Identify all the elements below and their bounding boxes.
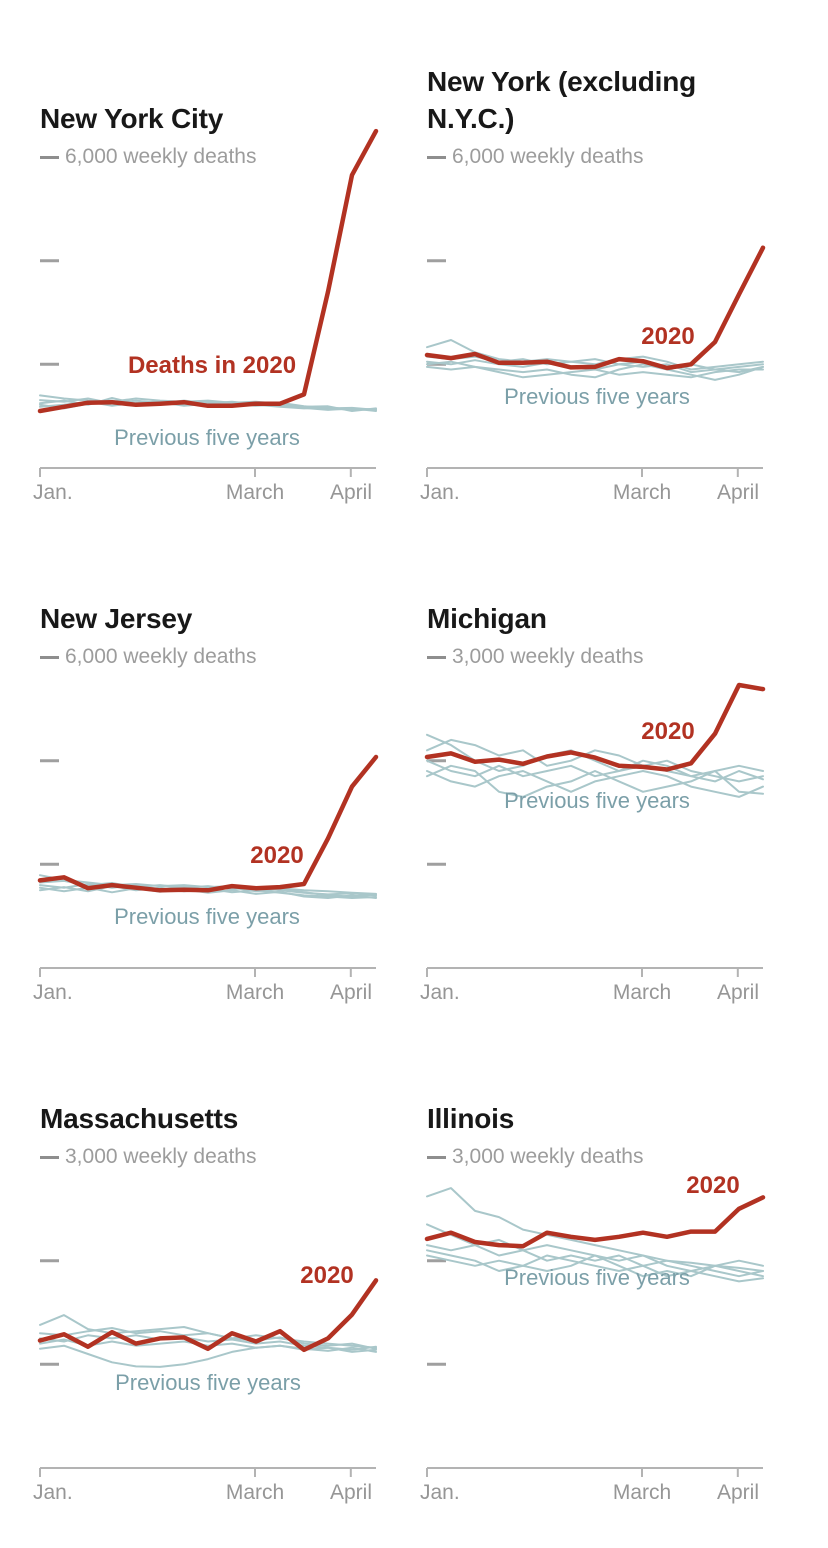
- annotation-2020: 2020: [686, 1172, 740, 1199]
- y-tick-dash: [40, 1155, 59, 1159]
- annotation-previous-five-years: Previous five years: [114, 904, 300, 929]
- y-tick-dash: [427, 655, 446, 659]
- y-axis-top-tick-label: 3,000 weekly deaths: [427, 1144, 643, 1170]
- chart-title: Michigan: [427, 603, 547, 635]
- chart-title: New York City: [40, 103, 224, 135]
- y-axis-unit-text: 6,000 weekly deaths: [65, 145, 257, 168]
- annotation-previous-five-years: Previous five years: [504, 384, 690, 409]
- y-axis-unit-text: 3,000 weekly deaths: [452, 1145, 644, 1168]
- x-tick-label-jan: Jan.: [33, 481, 73, 504]
- plot-area: [37, 754, 379, 977]
- x-tick-label-april: April: [329, 981, 373, 1004]
- annotation-2020: 2020: [641, 718, 695, 745]
- x-tick-label-jan: Jan.: [420, 481, 460, 504]
- y-tick-dash: [427, 1155, 446, 1159]
- y-axis-top-tick-label: 6,000 weekly deaths: [40, 644, 256, 670]
- y-axis-unit-text: 6,000 weekly deaths: [452, 145, 644, 168]
- x-tick-label-april: April: [716, 1481, 760, 1504]
- x-tick-label-jan: Jan.: [420, 981, 460, 1004]
- chart-title: New York (excluding N.Y.C.): [427, 66, 697, 135]
- x-tick-label-april: April: [716, 981, 760, 1004]
- x-tick-label-jan: Jan.: [33, 1481, 73, 1504]
- x-tick-label-march: March: [612, 481, 672, 504]
- x-tick-label-jan: Jan.: [33, 981, 73, 1004]
- annotation-previous-five-years: Previous five years: [114, 425, 300, 450]
- plot-area: [424, 245, 766, 477]
- y-axis-top-tick-label: 3,000 weekly deaths: [40, 1144, 256, 1170]
- chart-title: Massachusetts: [40, 1103, 239, 1135]
- annotation-2020: 2020: [641, 323, 695, 350]
- chart-title: New Jersey: [40, 603, 193, 635]
- x-tick-label-jan: Jan.: [420, 1481, 460, 1504]
- y-tick-dash: [40, 155, 59, 159]
- y-tick-dash: [40, 655, 59, 659]
- x-tick-label-april: April: [329, 1481, 373, 1504]
- annotation-2020: 2020: [250, 842, 304, 869]
- chart-panel-massachusetts: Massachusetts 3,000 weekly deaths 2020 P…: [33, 1060, 390, 1525]
- plot-area: [37, 128, 379, 477]
- chart-title: Illinois: [427, 1103, 515, 1135]
- annotation-previous-five-years: Previous five years: [504, 788, 690, 813]
- x-tick-label-april: April: [716, 481, 760, 504]
- x-tick-label-april: April: [329, 481, 373, 504]
- chart-panel-illinois: Illinois 3,000 weekly deaths 2020 Previo…: [420, 1060, 777, 1525]
- y-axis-unit-text: 3,000 weekly deaths: [452, 645, 644, 668]
- y-tick-dash: [427, 155, 446, 159]
- y-axis-top-tick-label: 6,000 weekly deaths: [40, 144, 256, 170]
- x-tick-label-march: March: [612, 1481, 672, 1504]
- chart-panel-new-york-excluding-nyc: New York (excluding N.Y.C.) 6,000 weekly…: [420, 60, 777, 525]
- y-axis-top-tick-label: 6,000 weekly deaths: [427, 144, 643, 170]
- x-tick-label-march: March: [225, 1481, 285, 1504]
- y-axis-top-tick-label: 3,000 weekly deaths: [427, 644, 643, 670]
- chart-panel-michigan: Michigan 3,000 weekly deaths 2020 Previo…: [420, 560, 777, 1025]
- annotation-2020: 2020: [300, 1262, 354, 1289]
- x-tick-label-march: March: [225, 981, 285, 1004]
- annotation-deaths-2020: Deaths in 2020: [127, 352, 297, 379]
- x-tick-label-march: March: [612, 981, 672, 1004]
- chart-panel-new-york-city: New York City 6,000 weekly deaths Deaths…: [33, 60, 390, 525]
- x-tick-label-march: March: [225, 481, 285, 504]
- annotation-previous-five-years: Previous five years: [115, 1370, 301, 1395]
- plot-area: [424, 1187, 766, 1477]
- annotation-previous-five-years: Previous five years: [504, 1265, 690, 1290]
- chart-panel-new-jersey: New Jersey 6,000 weekly deaths 2020 Prev…: [33, 560, 390, 1025]
- y-axis-unit-text: 3,000 weekly deaths: [65, 1145, 257, 1168]
- plot-area: [424, 682, 766, 977]
- y-axis-unit-text: 6,000 weekly deaths: [65, 645, 257, 668]
- plot-area: [37, 1259, 379, 1477]
